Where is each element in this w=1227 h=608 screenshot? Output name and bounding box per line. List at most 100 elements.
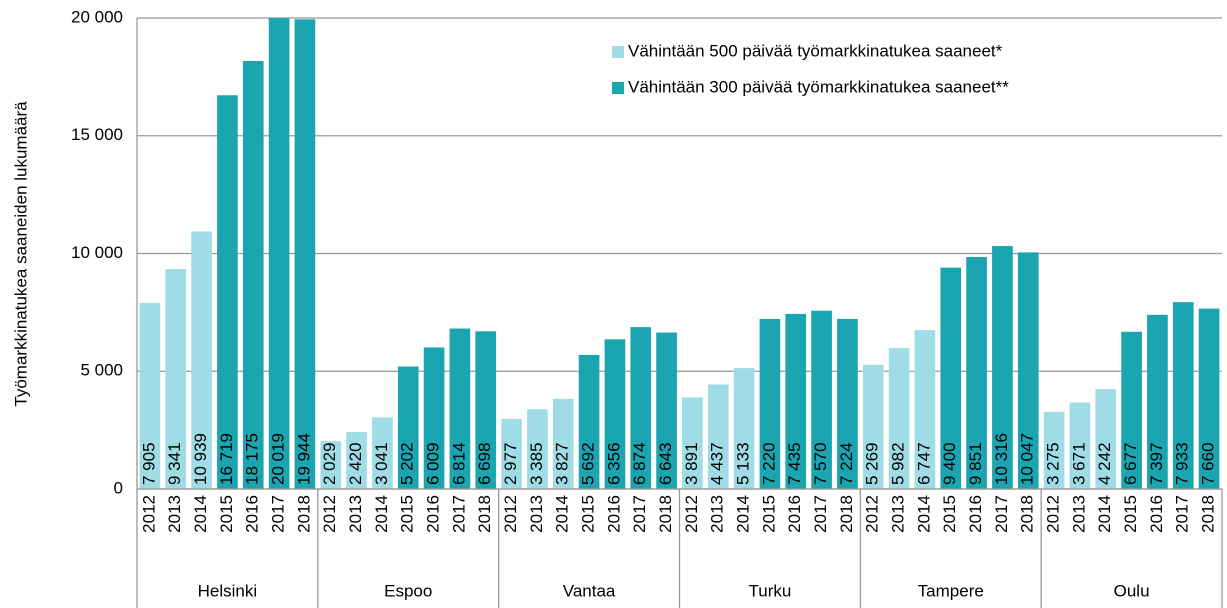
value-label: 10 047 bbox=[1018, 433, 1037, 485]
x-tick-label: 2018 bbox=[1018, 495, 1037, 533]
bar bbox=[346, 432, 367, 489]
bar bbox=[397, 366, 419, 489]
value-label: 5 982 bbox=[889, 442, 908, 485]
x-tick-label: 2018 bbox=[837, 495, 856, 533]
value-label: 9 400 bbox=[940, 442, 959, 485]
y-tick-label: 0 bbox=[114, 478, 123, 497]
bar bbox=[1017, 252, 1039, 489]
bar bbox=[837, 318, 858, 489]
x-tick-label: 2015 bbox=[940, 495, 959, 533]
bar bbox=[785, 313, 807, 489]
x-tick-label: 2017 bbox=[269, 495, 288, 533]
bar bbox=[604, 339, 626, 489]
y-tick-label: 5 000 bbox=[80, 361, 123, 380]
value-label: 4 242 bbox=[1095, 442, 1114, 485]
group-label: Tampere bbox=[918, 581, 984, 600]
bar bbox=[940, 267, 962, 489]
bar bbox=[320, 441, 342, 489]
bar bbox=[656, 332, 677, 489]
value-label: 3 275 bbox=[1044, 442, 1063, 485]
value-label: 7 435 bbox=[785, 442, 804, 485]
bar bbox=[1172, 302, 1194, 489]
value-label: 6 874 bbox=[630, 442, 649, 485]
value-label: 10 316 bbox=[992, 433, 1011, 485]
value-label: 2 029 bbox=[320, 442, 339, 485]
value-label: 20 019 bbox=[269, 433, 288, 485]
bar bbox=[139, 302, 161, 489]
x-tick-label: 2012 bbox=[863, 495, 882, 533]
legend-label: Vähintään 300 päivää työmarkkinatukea sa… bbox=[628, 77, 1009, 96]
bar bbox=[423, 347, 445, 489]
bar bbox=[1198, 308, 1220, 489]
value-label: 7 220 bbox=[759, 442, 778, 485]
x-tick-label: 2018 bbox=[656, 495, 675, 533]
x-tick-label: 2013 bbox=[708, 495, 727, 533]
x-tick-label: 2018 bbox=[475, 495, 494, 533]
bar bbox=[992, 246, 1013, 489]
bar bbox=[1147, 314, 1168, 489]
group-label: Espoo bbox=[384, 581, 432, 600]
value-label: 5 269 bbox=[863, 442, 882, 485]
value-label: 6 356 bbox=[604, 442, 623, 485]
legend-swatch bbox=[612, 82, 624, 94]
value-label: 6 814 bbox=[449, 442, 468, 485]
value-label: 6 009 bbox=[424, 442, 443, 485]
bar bbox=[682, 397, 703, 489]
x-tick-label: 2014 bbox=[914, 495, 933, 533]
bar bbox=[552, 398, 574, 489]
bar bbox=[165, 269, 187, 489]
bar bbox=[914, 330, 936, 489]
value-label: 9 851 bbox=[966, 442, 985, 485]
group-label: Oulu bbox=[1114, 581, 1150, 600]
legend-label: Vähintään 500 päivää työmarkkinatukea sa… bbox=[628, 41, 1003, 60]
x-tick-label: 2016 bbox=[1147, 495, 1166, 533]
x-tick-label: 2013 bbox=[346, 495, 365, 533]
value-labels: 7 905 9 341 10 939 2 029 2 420 3 041 2 977 3 38… bbox=[139, 433, 1217, 485]
value-label: 3 041 bbox=[372, 442, 391, 485]
bar bbox=[294, 19, 316, 490]
value-label: 7 397 bbox=[1147, 442, 1166, 485]
x-tick-label: 2014 bbox=[734, 495, 753, 533]
y-tick-label: 20 000 bbox=[71, 7, 123, 26]
y-tick-label: 10 000 bbox=[71, 243, 123, 262]
bar bbox=[217, 95, 238, 489]
bar bbox=[888, 348, 910, 489]
bar bbox=[733, 368, 755, 489]
x-tick-label: 2017 bbox=[1173, 495, 1192, 533]
x-tick-label: 2014 bbox=[372, 495, 391, 533]
x-tick-label: 2012 bbox=[1044, 495, 1063, 533]
x-tick-label: 2012 bbox=[139, 495, 158, 533]
x-tick-label: 2018 bbox=[1199, 495, 1218, 533]
value-label: 7 224 bbox=[837, 442, 856, 485]
value-label: 3 827 bbox=[553, 442, 572, 485]
bar bbox=[191, 231, 212, 490]
bars bbox=[139, 18, 1220, 490]
x-tick-label: 2016 bbox=[243, 495, 262, 533]
x-tick-label: 2017 bbox=[630, 495, 649, 533]
x-tick-label: 2015 bbox=[398, 495, 417, 533]
bar bbox=[1121, 331, 1142, 489]
value-label: 7 905 bbox=[139, 442, 158, 485]
group-label: Helsinki bbox=[198, 581, 258, 600]
bar bbox=[268, 18, 290, 489]
x-tick-label: 2015 bbox=[759, 495, 778, 533]
x-tick-label: 2018 bbox=[294, 495, 313, 533]
x-tick-label: 2013 bbox=[889, 495, 908, 533]
bar bbox=[966, 257, 987, 489]
value-label: 18 175 bbox=[243, 433, 262, 485]
x-tick-label: 2013 bbox=[1069, 495, 1088, 533]
x-tick-label: 2014 bbox=[191, 495, 210, 533]
value-label: 2 977 bbox=[501, 442, 520, 485]
bar bbox=[862, 364, 884, 489]
x-tick-label: 2016 bbox=[604, 495, 623, 533]
group-label: Vantaa bbox=[563, 581, 616, 600]
x-tick-label: 2016 bbox=[785, 495, 804, 533]
bar bbox=[501, 418, 522, 489]
value-label: 6 677 bbox=[1121, 442, 1140, 485]
bar bbox=[242, 60, 264, 489]
value-label: 6 643 bbox=[656, 442, 675, 485]
legend-swatch bbox=[612, 46, 624, 58]
x-tick-label: 2017 bbox=[811, 495, 830, 533]
value-label: 10 939 bbox=[191, 433, 210, 485]
